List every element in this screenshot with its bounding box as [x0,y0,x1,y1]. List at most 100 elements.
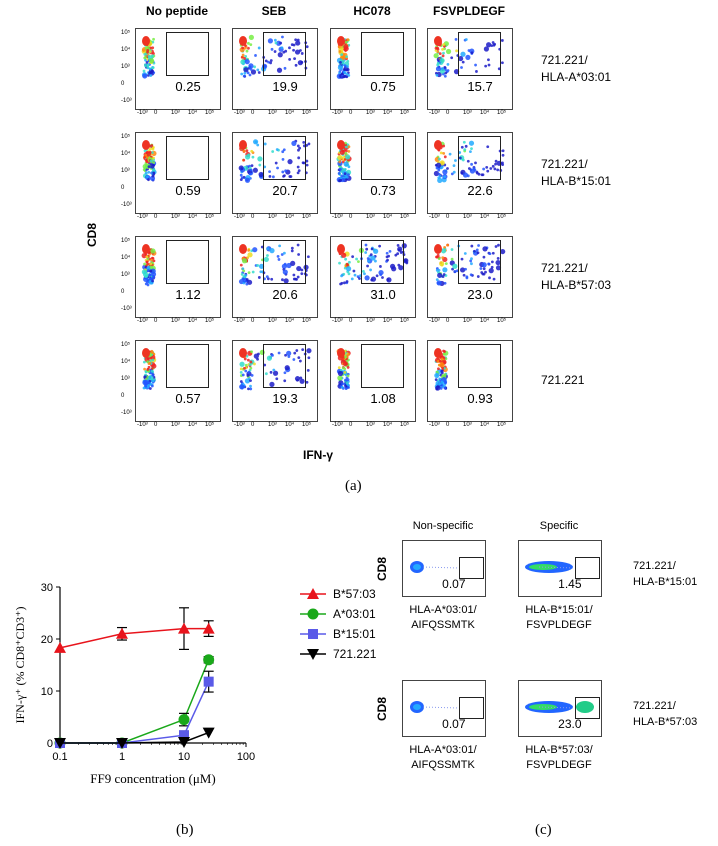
y-tick-label: 0 [121,81,125,87]
gate-box [458,240,501,284]
event-dot [442,352,446,356]
x-tick-label: 0 [349,214,353,220]
x-tick-label: 10⁵ [497,422,507,428]
y-tick-label: 10⁴ [121,151,131,157]
event-dot [346,38,350,41]
event-dot [246,256,249,260]
event-dot [451,267,454,271]
event-dot [142,69,146,73]
event-dot [439,68,445,74]
event-dot [286,350,292,356]
event-dot [281,170,285,174]
row-label-line-2: HLA-B*15:01 [541,174,612,188]
event-dot [266,247,270,251]
event-dot [441,256,445,260]
event-dot [243,46,247,50]
event-dot [147,165,151,169]
event-dot [246,374,250,377]
event-dot [435,370,439,374]
event-dot [370,278,374,282]
event-dot [405,261,409,265]
event-dot [150,258,153,262]
event-dot [250,149,254,153]
x-tick-label: 0 [154,214,158,220]
event-dot [435,278,439,281]
event-dot [248,172,252,176]
legend-label: B*15:01 [333,627,376,641]
event-dot [444,262,448,266]
event-dot [469,273,473,277]
y-tick-label: 10³ [121,168,130,174]
event-dot [142,386,146,390]
x-tick-label: -10³ [137,422,148,428]
x-tick-label: -10³ [137,110,148,116]
event-dot [307,142,311,146]
y-tick-label: 0 [121,185,125,191]
event-dot [375,274,379,278]
x-axis-label: HLA-B*57:03/FSVPLDEGF [504,743,614,773]
x-tick-label: 10³ [171,422,180,428]
event-dot [296,243,300,247]
facs-density [239,34,309,78]
event-dot [294,49,301,55]
event-dot [477,244,480,247]
event-dot [454,159,457,162]
gate-value: 0.57 [175,390,201,406]
event-dot [292,48,295,52]
event-dot [450,172,454,176]
event-dot [149,74,153,77]
facs-plot: 0.59 [135,132,221,214]
event-dot [241,258,248,264]
event-dot [283,262,287,266]
y-tick-label: -10³ [121,98,132,104]
x-tick-label: 10⁵ [302,422,312,428]
event-dot [467,49,471,52]
legend-label: B*57:03 [333,587,376,601]
event-dot [337,366,341,369]
event-dot [245,278,249,281]
event-dot [369,253,373,257]
event-dot [275,377,279,381]
event-dot [465,276,469,280]
event-dot [302,140,306,144]
gate-box [361,240,404,284]
event-dot [501,149,505,153]
x-tick-label: 10⁵ [400,318,410,324]
x-tick-label: 0 [251,110,255,116]
event-dot [268,170,271,174]
event-dot [243,56,246,60]
event-dot [466,159,470,163]
gate-box [263,240,306,284]
density-peak [337,36,345,46]
event-dot [273,38,277,42]
density-peak [239,348,247,358]
row-label-line-1: 721.221/ [541,53,588,67]
event-dot [452,263,458,269]
event-dot [347,383,350,387]
x-tick-label: 10⁴ [285,214,295,220]
event-dot [365,247,369,251]
event-dot [305,380,309,384]
event-dot [242,158,246,162]
y-tick-label: 30 [41,582,53,594]
event-dot [288,46,291,50]
event-dot [143,375,147,379]
event-dot [435,66,442,72]
event-dot [146,360,150,364]
event-dot [443,175,446,179]
event-dot [254,140,258,144]
y-tick-label: -10³ [121,202,132,208]
event-dot [337,172,341,175]
event-dot [337,154,343,161]
event-dot [462,273,466,277]
column-header: No peptide [146,4,208,18]
event-dot [269,370,273,374]
event-dot [145,155,149,159]
event-dot [339,60,342,64]
event-dot [397,263,401,267]
event-dot [494,245,498,248]
event-dot [446,243,449,247]
event-dot [247,252,253,258]
event-dot [438,52,442,56]
event-dot [351,255,355,259]
